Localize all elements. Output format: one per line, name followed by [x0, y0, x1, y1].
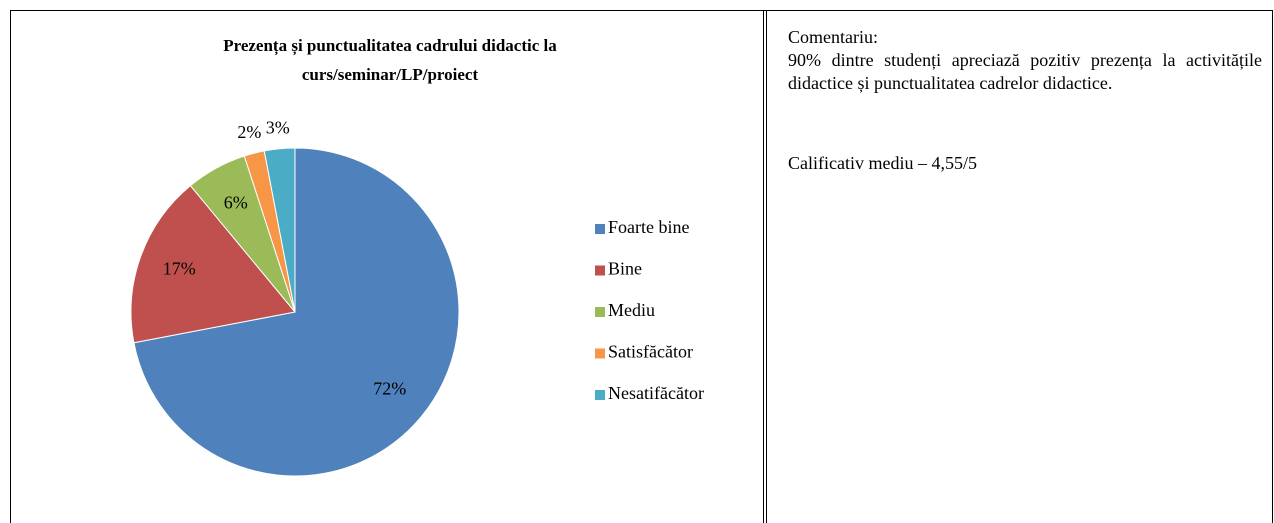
- legend-label: Nesatifăcător: [608, 383, 704, 403]
- legend-swatch: [595, 390, 605, 400]
- comment-rating: Calificativ mediu – 4,55/5: [788, 153, 977, 173]
- comment: Comentariu: 90% dintre studenți apreciaz…: [788, 26, 1262, 175]
- legend-swatch: [595, 307, 605, 317]
- legend-label: Foarte bine: [608, 217, 689, 237]
- legend-label: Bine: [608, 259, 642, 279]
- table-border: [10, 10, 1273, 523]
- legend-swatch: [595, 348, 605, 359]
- legend-label: Mediu: [608, 300, 655, 320]
- pie-slice: [133, 147, 460, 477]
- legend-swatch: [595, 265, 605, 276]
- legend-swatch: [595, 224, 605, 234]
- data-label: 3%: [266, 117, 290, 137]
- data-label: 17%: [163, 258, 196, 278]
- legend-label: Satisfăcător: [608, 342, 693, 362]
- chart-title: Prezența și punctualitatea cadrului dida…: [223, 36, 557, 56]
- pie-slice: [263, 147, 296, 313]
- data-label: 72%: [373, 379, 406, 399]
- data-label: 6%: [224, 192, 248, 212]
- data-label: 2%: [237, 122, 261, 142]
- pie-slice: [130, 184, 296, 344]
- chart-title: curs/seminar/LP/proiect: [302, 65, 479, 84]
- comment-heading: Comentariu:: [788, 27, 878, 47]
- comment-text: 90% dintre studenți apreciază pozitiv pr…: [788, 50, 1262, 93]
